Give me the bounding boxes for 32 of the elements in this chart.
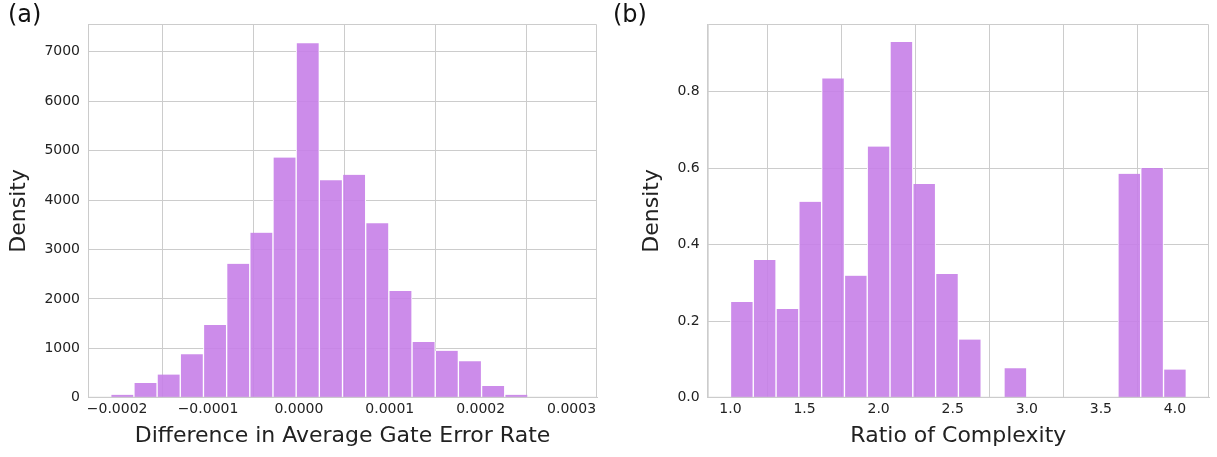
x-tick-label: 4.0 [1163,399,1187,416]
y-axis-title: Density [637,169,663,253]
y-tick-label: 2000 [44,289,81,306]
y-axis-title: Density [4,169,30,253]
y-tick-label: 0.6 [677,158,700,175]
x-tick-label: 0.0002 [456,399,506,416]
y-tick-label: 1000 [44,339,81,355]
y-tick-label: 0.0 [677,388,700,405]
x-tick-label: 2.0 [867,399,890,416]
x-axis-title: Ratio of Complexity [850,421,1067,447]
y-tick-label: 5000 [44,141,81,158]
y-tick-label: 6000 [44,91,81,108]
y-tick-label: 0.4 [677,235,700,252]
x-tick-label: 3.0 [1015,399,1038,416]
x-axis-title: Difference in Average Gate Error Rate [134,421,551,447]
y-tick-label: 0.2 [677,311,700,328]
x-tick-label: 1.5 [793,399,816,416]
y-tick-label: 7000 [44,42,81,59]
x-tick-label: 1.0 [719,399,742,416]
x-tick-label: 0.0000 [274,399,324,416]
x-tick-label: −0.0001 [177,399,239,416]
x-tick-label: 2.5 [941,399,964,416]
x-tick-label: −0.0002 [86,399,148,416]
x-tick-label: 3.5 [1089,399,1112,416]
chart-title: (a) [8,0,42,28]
y-tick-label: 0 [71,388,81,405]
y-tick-label: 4000 [44,190,81,207]
chart-title: (b) [613,0,647,28]
x-tick-label: 0.0001 [365,399,415,416]
y-tick-label: 0.8 [677,82,700,99]
x-tick-label: 0.0003 [547,399,597,416]
y-tick-label: 3000 [44,240,81,257]
